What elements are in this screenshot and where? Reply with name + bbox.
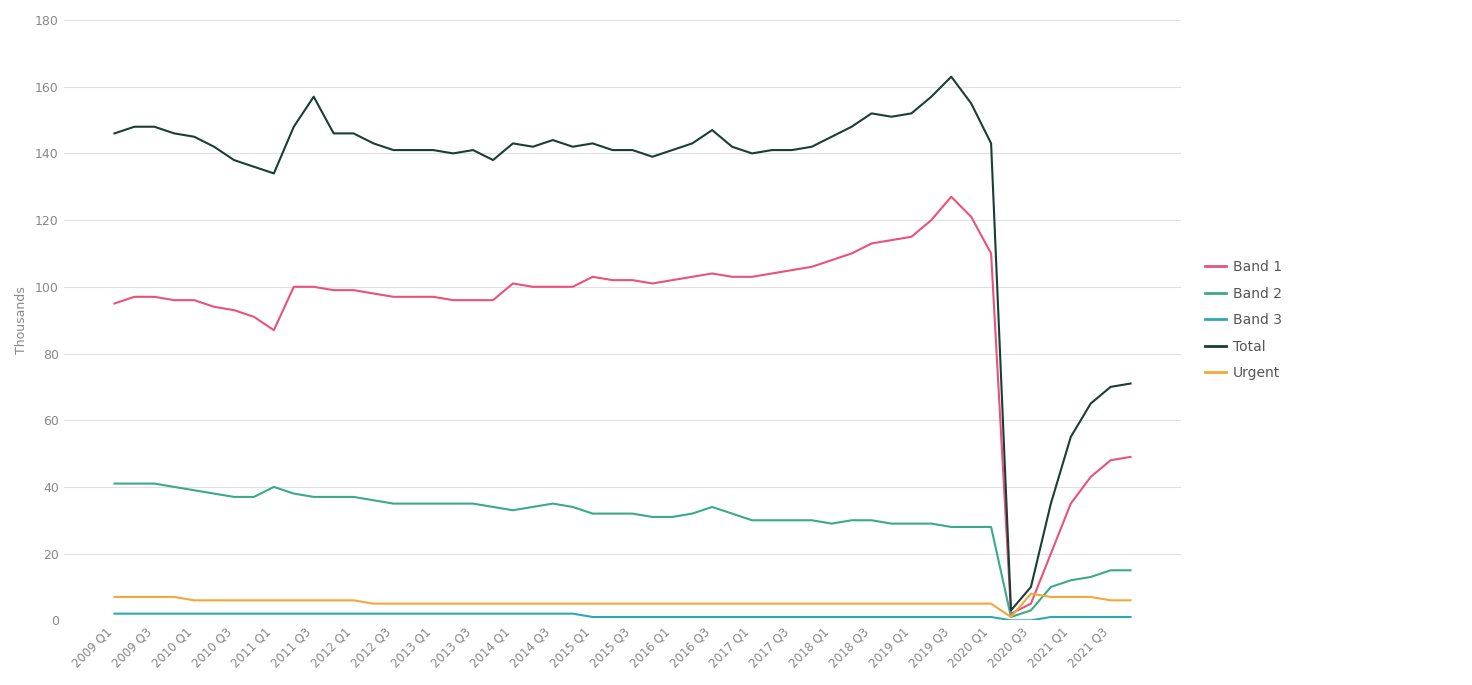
Total bbox=[762, 146, 780, 154]
Band 2 bbox=[1122, 566, 1139, 575]
Total bbox=[1002, 606, 1020, 614]
Band 3 bbox=[723, 613, 740, 621]
Band 1 bbox=[185, 296, 203, 304]
Line: Band 1: Band 1 bbox=[115, 197, 1130, 614]
Band 2 bbox=[762, 516, 780, 525]
Urgent bbox=[464, 599, 481, 608]
Band 1 bbox=[762, 269, 780, 277]
Total bbox=[464, 146, 481, 154]
Urgent bbox=[643, 599, 661, 608]
Y-axis label: Thousands: Thousands bbox=[15, 286, 28, 354]
Band 2 bbox=[106, 479, 124, 488]
Total bbox=[643, 153, 661, 161]
Band 1 bbox=[106, 299, 124, 308]
Band 3 bbox=[1002, 616, 1020, 625]
Band 3 bbox=[106, 610, 124, 618]
Band 2 bbox=[1061, 576, 1079, 584]
Total bbox=[723, 142, 740, 151]
Urgent bbox=[762, 599, 780, 608]
Line: Band 2: Band 2 bbox=[115, 484, 1130, 617]
Band 3 bbox=[464, 610, 481, 618]
Band 1 bbox=[464, 296, 481, 304]
Band 3 bbox=[1061, 613, 1079, 621]
Total bbox=[942, 73, 960, 81]
Total bbox=[106, 129, 124, 138]
Band 1 bbox=[1002, 610, 1020, 618]
Band 1 bbox=[942, 192, 960, 201]
Urgent bbox=[723, 599, 740, 608]
Urgent bbox=[1022, 590, 1039, 598]
Urgent bbox=[1122, 596, 1139, 604]
Total bbox=[1122, 379, 1139, 388]
Band 2 bbox=[1002, 613, 1020, 621]
Band 3 bbox=[584, 613, 602, 621]
Band 1 bbox=[723, 273, 740, 281]
Total bbox=[584, 139, 602, 147]
Urgent bbox=[106, 593, 124, 601]
Band 3 bbox=[762, 613, 780, 621]
Band 1 bbox=[1122, 453, 1139, 461]
Band 2 bbox=[464, 499, 481, 508]
Band 2 bbox=[723, 510, 740, 518]
Band 3 bbox=[185, 610, 203, 618]
Legend: Band 1, Band 2, Band 3, Total, Urgent: Band 1, Band 2, Band 3, Total, Urgent bbox=[1200, 255, 1288, 386]
Band 2 bbox=[185, 486, 203, 495]
Line: Total: Total bbox=[115, 77, 1130, 610]
Band 3 bbox=[1122, 613, 1139, 621]
Line: Urgent: Urgent bbox=[115, 594, 1130, 617]
Band 2 bbox=[584, 510, 602, 518]
Total bbox=[185, 133, 203, 141]
Urgent bbox=[584, 599, 602, 608]
Urgent bbox=[1002, 613, 1020, 621]
Band 1 bbox=[584, 273, 602, 281]
Band 1 bbox=[643, 279, 661, 288]
Urgent bbox=[185, 596, 203, 604]
Line: Band 3: Band 3 bbox=[115, 614, 1130, 621]
